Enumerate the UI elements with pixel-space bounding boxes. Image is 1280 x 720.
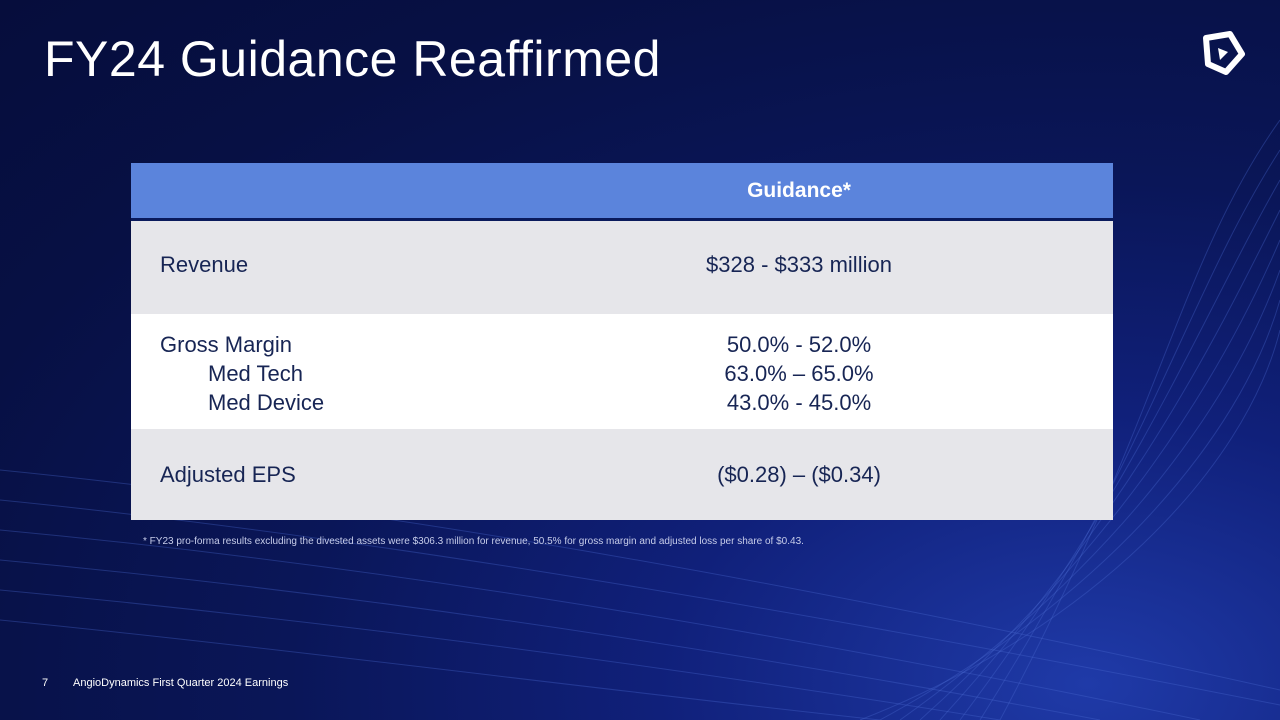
sub-row-label: Med Tech	[208, 361, 303, 386]
row-label: Revenue	[160, 252, 249, 277]
table-row-gross-margin: Gross Margin Med Tech Med Device 50.0% -…	[131, 314, 1113, 429]
table-row-revenue: Revenue $328 - $333 million	[131, 221, 1113, 314]
footer-text: AngioDynamics First Quarter 2024 Earning…	[73, 677, 289, 689]
row-value-group: 50.0% - 52.0% 63.0% – 65.0% 43.0% - 45.0…	[617, 330, 981, 417]
row-label-group: Gross Margin Med Tech Med Device	[160, 330, 324, 417]
row-value: ($0.28) – ($0.34)	[717, 462, 881, 487]
angiodynamics-logo-icon	[1203, 31, 1245, 75]
table-header-row: Guidance*	[131, 163, 1113, 221]
table-header-guidance: Guidance*	[747, 178, 851, 202]
row-value: 50.0% - 52.0%	[726, 332, 872, 357]
slide-title: FY24 Guidance Reaffirmed	[44, 31, 661, 87]
row-label: Gross Margin	[160, 332, 293, 357]
footnote: * FY23 pro-forma results excluding the d…	[143, 536, 804, 547]
row-label: Adjusted EPS	[160, 462, 296, 487]
sub-row-label: Med Device	[208, 390, 325, 415]
table-row-adjusted-eps: Adjusted EPS ($0.28) – ($0.34)	[131, 429, 1113, 520]
sub-row-value: 63.0% – 65.0%	[724, 361, 874, 386]
sub-row-value: 43.0% - 45.0%	[726, 390, 872, 415]
guidance-table: Guidance* Revenue $328 - $333 million Gr…	[131, 163, 1113, 520]
page-number: 7	[42, 677, 49, 689]
row-value: $328 - $333 million	[706, 252, 892, 277]
